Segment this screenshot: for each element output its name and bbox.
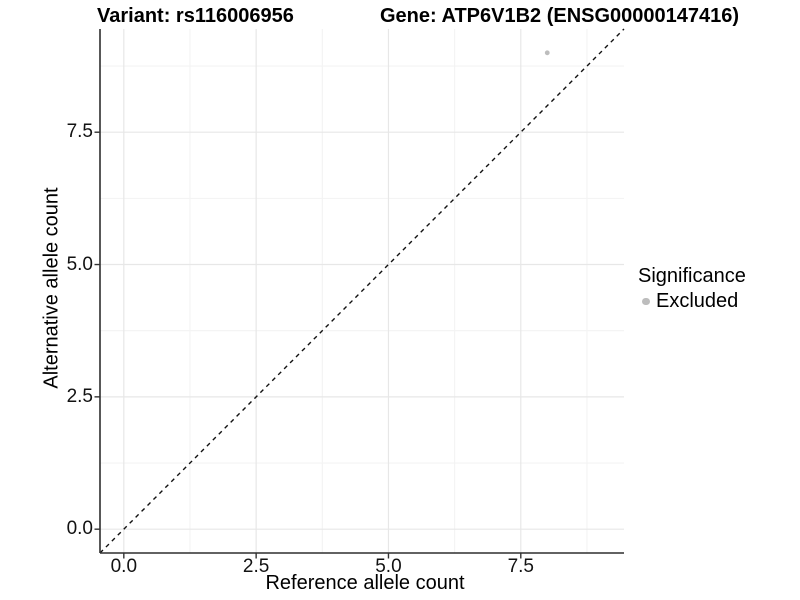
- y-tick-label: 2.5: [66, 385, 93, 407]
- x-tick-label: 0.0: [110, 556, 138, 577]
- legend-items: Excluded: [638, 290, 746, 312]
- data-point: [544, 50, 550, 56]
- legend-item: Excluded: [638, 290, 746, 312]
- y-tick-label: 0.0: [66, 518, 93, 540]
- x-tick-label: 7.5: [507, 556, 534, 577]
- x-tick-label: 2.5: [242, 556, 270, 577]
- legend-point-icon: [642, 297, 650, 305]
- legend-key: [638, 293, 654, 309]
- legend: Significance Excluded: [638, 264, 746, 312]
- y-tick-label: 7.5: [66, 121, 93, 143]
- plot-title-gene: Gene: ATP6V1B2 (ENSG00000147416): [380, 5, 740, 27]
- legend-item-label: Excluded: [656, 289, 739, 312]
- x-axis-title: Reference allele count: [265, 572, 465, 594]
- legend-title: Significance: [638, 265, 746, 287]
- y-tick-label: 5.0: [66, 253, 93, 275]
- x-tick-label: 5.0: [375, 556, 402, 577]
- plot-panel: [94, 28, 625, 559]
- y-axis-title: Alternative allele count: [40, 187, 63, 389]
- plot-title-variant: Variant: rs116006956: [97, 5, 294, 27]
- identity-dashed-line: [99, 28, 625, 554]
